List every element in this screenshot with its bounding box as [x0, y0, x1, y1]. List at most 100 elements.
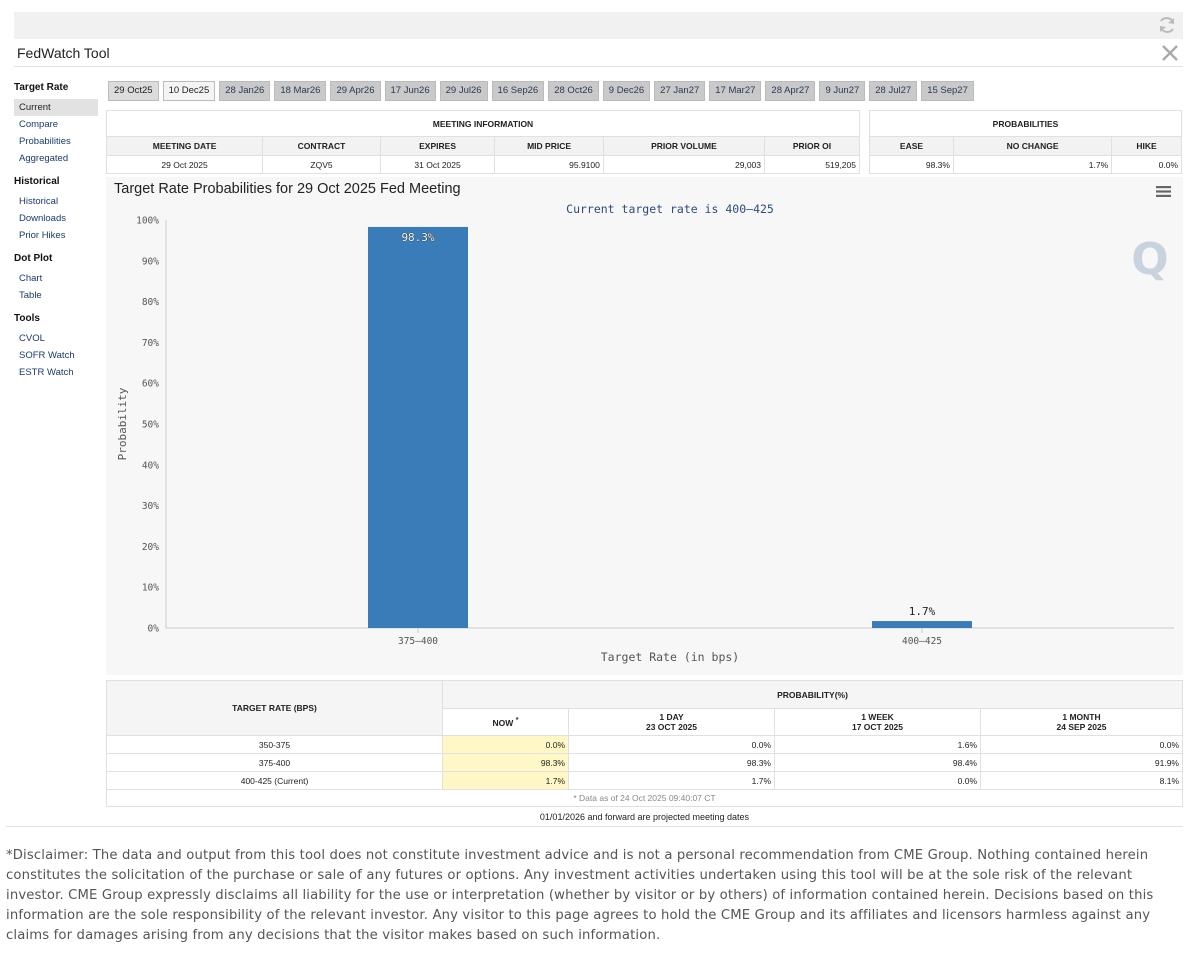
- divider: [6, 826, 1183, 827]
- one-week-label: 1 WEEK: [861, 712, 894, 722]
- tab-meeting[interactable]: 29 Jul26: [439, 81, 488, 101]
- one-day-cell: 98.3%: [568, 753, 775, 772]
- one-week-cell: 1.6%: [774, 735, 981, 754]
- one-day-header: 1 DAY 23 OCT 2025: [568, 708, 775, 736]
- tab-meeting[interactable]: 28 Jan26: [219, 81, 271, 101]
- now-cell: 98.3%: [442, 753, 569, 772]
- menu-icon[interactable]: [1156, 185, 1171, 198]
- y-tick-label: 60%: [142, 379, 159, 390]
- y-tick-label: 70%: [142, 338, 159, 349]
- table-row: 400-425 (Current) 1.7% 1.7% 0.0% 8.1%: [106, 771, 1183, 790]
- sidebar-item-prior-hikes[interactable]: Prior Hikes: [19, 230, 66, 241]
- sidebar-item-estr-watch[interactable]: ESTR Watch: [19, 367, 74, 378]
- meeting-information-header: MEETING INFORMATION: [106, 110, 860, 137]
- sidebar-group-tools: Tools CVOL SOFR Watch ESTR Watch: [14, 313, 98, 381]
- rate-cell: 350-375: [106, 735, 443, 754]
- probabilities-header: PROBABILITIES: [869, 110, 1182, 137]
- one-month-date: 24 SEP 2025: [1056, 722, 1107, 732]
- table-row: 350-375 0.0% 0.0% 1.6% 0.0%: [106, 735, 1183, 754]
- tab-meeting[interactable]: 9 Jun27: [819, 81, 866, 101]
- now-label: NOW: [492, 717, 514, 728]
- tab-meeting[interactable]: 29 Oct25: [108, 81, 159, 101]
- hike-value: 0.0%: [1111, 155, 1182, 174]
- contract-value: ZQV5: [262, 155, 381, 174]
- sidebar-group-target-rate: Target Rate Current Compare Probabilitie…: [14, 82, 98, 167]
- tab-meeting[interactable]: 28 Apr27: [765, 81, 816, 101]
- sidebar-item-compare[interactable]: Compare: [19, 119, 59, 130]
- tab-meeting[interactable]: 17 Jun26: [384, 81, 436, 101]
- column-header: CONTRACT: [262, 136, 381, 156]
- chart-bar: [872, 621, 972, 628]
- meeting-tabs: 29 Oct25 10 Dec25 28 Jan26 18 Mar26 29 A…: [108, 81, 978, 101]
- sidebar: Target Rate Current Compare Probabilitie…: [14, 82, 98, 390]
- bar-data-label: 1.7%: [909, 605, 936, 618]
- one-week-header: 1 WEEK 17 OCT 2025: [774, 708, 981, 736]
- tab-meeting[interactable]: 27 Jan27: [654, 81, 706, 101]
- one-day-label: 1 DAY: [659, 712, 684, 722]
- one-month-cell: 91.9%: [980, 753, 1183, 772]
- tab-meeting[interactable]: 28 Oct26: [548, 81, 599, 101]
- one-day-cell: 0.0%: [568, 735, 775, 754]
- column-header: HIKE: [1111, 136, 1182, 156]
- tab-meeting[interactable]: 16 Sep26: [491, 81, 545, 101]
- title-bar: FedWatch Tool: [14, 39, 1183, 67]
- sidebar-heading: Historical: [14, 176, 60, 187]
- prior-volume-value: 29,003: [602, 155, 766, 174]
- tab-meeting[interactable]: 18 Mar26: [274, 81, 327, 101]
- y-tick-label: 30%: [142, 501, 159, 512]
- bar-chart: Current target rate is 400–425 0% 10% 20% 30…: [116, 202, 1174, 664]
- one-month-label: 1 MONTH: [1062, 712, 1101, 722]
- sidebar-item-chart[interactable]: Chart: [19, 273, 43, 284]
- y-tick-label: 10%: [142, 583, 159, 594]
- sidebar-item-downloads[interactable]: Downloads: [19, 213, 66, 224]
- sidebar-heading: Tools: [14, 313, 40, 324]
- sidebar-item-aggregated[interactable]: Aggregated: [19, 153, 69, 164]
- y-tick-label: 90%: [142, 256, 159, 267]
- one-day-date: 23 OCT 2025: [645, 722, 698, 732]
- data-timestamp-note: * Data as of 24 Oct 2025 09:40:07 CT: [106, 789, 1183, 807]
- tab-meeting[interactable]: 29 Apr26: [330, 81, 381, 101]
- mid-price-value: 95.9100: [494, 155, 604, 174]
- meeting-information-table: MEETING INFORMATION MEETING DATE CONTRAC…: [105, 110, 860, 174]
- column-header: PRIOR OI: [764, 136, 860, 156]
- app-title: FedWatch Tool: [17, 45, 110, 61]
- sidebar-item-historical[interactable]: Historical: [19, 196, 59, 207]
- refresh-icon[interactable]: [1157, 15, 1177, 35]
- tab-meeting[interactable]: 28 Jul27: [869, 81, 918, 101]
- prior-oi-value: 519,205: [764, 155, 860, 174]
- column-header: NO CHANGE: [952, 136, 1113, 156]
- disclaimer-text: *Disclaimer: The data and output from th…: [6, 848, 1154, 943]
- probabilities-table: PROBABILITIES EASE NO CHANGE HIKE 98.3% …: [869, 110, 1182, 174]
- sidebar-item-table[interactable]: Table: [19, 290, 42, 301]
- one-week-date: 17 OCT 2025: [851, 722, 904, 732]
- rate-cell: 375-400: [106, 753, 443, 772]
- y-tick-label: 40%: [142, 460, 159, 471]
- sidebar-item-current[interactable]: Current: [14, 99, 98, 116]
- y-tick-label: 0%: [148, 624, 160, 635]
- x-logo-icon[interactable]: [1161, 44, 1179, 62]
- sidebar-group-historical: Historical Historical Downloads Prior Hi…: [14, 176, 98, 244]
- projected-dates-note: 01/01/2026 and forward are projected mee…: [539, 812, 750, 822]
- tab-meeting[interactable]: 10 Dec25: [162, 81, 216, 101]
- rate-cell: 400-425 (Current): [106, 771, 443, 790]
- bar-data-label: 98.3%: [401, 231, 434, 244]
- no-change-value: 1.7%: [952, 155, 1113, 174]
- tab-meeting[interactable]: 9 Dec26: [602, 81, 651, 101]
- column-header: PRIOR VOLUME: [602, 136, 766, 156]
- tab-meeting[interactable]: 15 Sep27: [921, 81, 974, 101]
- sidebar-group-dot-plot: Dot Plot Chart Table: [14, 253, 98, 304]
- expires-value: 31 Oct 2025: [379, 155, 496, 174]
- sidebar-item-sofr-watch[interactable]: SOFR Watch: [19, 350, 75, 361]
- tab-meeting[interactable]: 17 Mar27: [709, 81, 762, 101]
- column-header: MID PRICE: [494, 136, 604, 156]
- target-rate-probability-table: TARGET RATE (BPS) PROBABILITY(%) NOW * 1…: [106, 680, 1183, 807]
- sidebar-item-cvol[interactable]: CVOL: [19, 333, 45, 344]
- sidebar-item-probabilities[interactable]: Probabilities: [19, 136, 71, 147]
- y-tick-label: 100%: [136, 216, 159, 227]
- chart-title: Target Rate Probabilities for 29 Oct 202…: [114, 181, 461, 197]
- y-tick-label: 80%: [142, 297, 159, 308]
- now-header: NOW *: [442, 708, 569, 736]
- sidebar-heading: Target Rate: [14, 82, 69, 93]
- chart-subtitle: Current target rate is 400–425: [566, 202, 774, 216]
- watermark-logo: Q: [1131, 234, 1168, 285]
